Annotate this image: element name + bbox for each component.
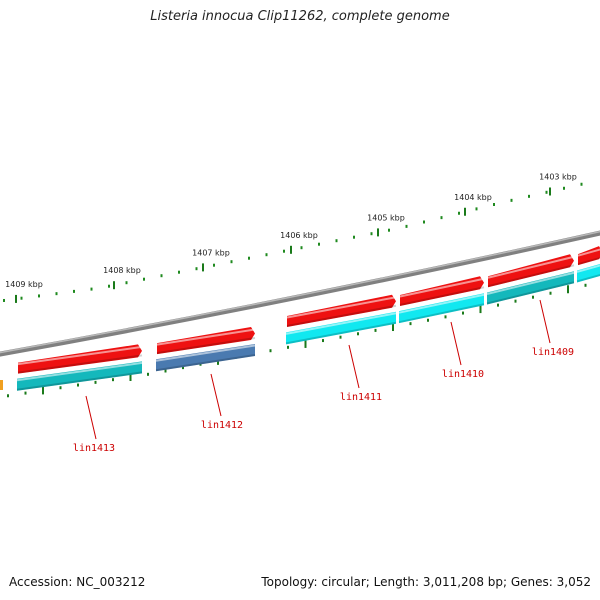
accession-text: Accession: NC_003212 — [9, 575, 146, 589]
gene-label: lin1410 — [442, 369, 484, 380]
kbp-tick-label: 1404 kbp — [454, 193, 492, 202]
gene-label: lin1411 — [340, 392, 382, 403]
gene-block — [155, 344, 256, 372]
gene-block — [398, 293, 485, 324]
kbp-tick-label: 1407 kbp — [192, 248, 230, 257]
gene-track — [0, 246, 600, 391]
kbp-tick-label: 1406 kbp — [280, 231, 318, 240]
kbp-tick-label: 1403 kbp — [539, 173, 577, 182]
cds-block — [399, 276, 485, 306]
gene-labels: lin1413 lin1412 lin1411 lin1410 lin1409 — [73, 299, 574, 454]
cds-block — [286, 294, 397, 327]
gene-block — [16, 361, 143, 391]
cds-block — [487, 254, 575, 288]
gene-label-leader — [210, 373, 222, 417]
gene-label: lin1413 — [73, 443, 115, 454]
cds-block — [17, 344, 143, 374]
map-title: Listeria innocua Clip11262, complete gen… — [150, 9, 450, 24]
cds-block — [577, 246, 600, 266]
gene-block — [486, 271, 575, 305]
gene-label-leader — [348, 344, 360, 389]
genome-summary: Topology: circular; Length: 3,011,208 bp… — [261, 575, 591, 589]
gene-label-leader — [85, 395, 97, 440]
gene-label-leader — [539, 299, 551, 344]
gene-label-leader — [450, 321, 462, 366]
kbp-tick-label: 1409 kbp — [5, 280, 43, 289]
gene-label: lin1412 — [201, 420, 243, 431]
kbp-tick-label: 1405 kbp — [367, 213, 405, 222]
gene-block — [285, 311, 397, 345]
kbp-ruler: 1409 kbp 1408 kbp 1407 kbp 1406 kbp 1405 kbp… — [3, 173, 587, 398]
genome-backbone — [0, 230, 600, 357]
cds-block — [156, 327, 256, 355]
gene-block — [576, 264, 600, 283]
kbp-tick-label: 1408 kbp — [103, 266, 141, 275]
gene-label: lin1409 — [532, 347, 574, 358]
backbone-arc — [0, 230, 600, 357]
edge-feature-marker — [0, 380, 3, 390]
backbone-highlight — [0, 230, 600, 354]
